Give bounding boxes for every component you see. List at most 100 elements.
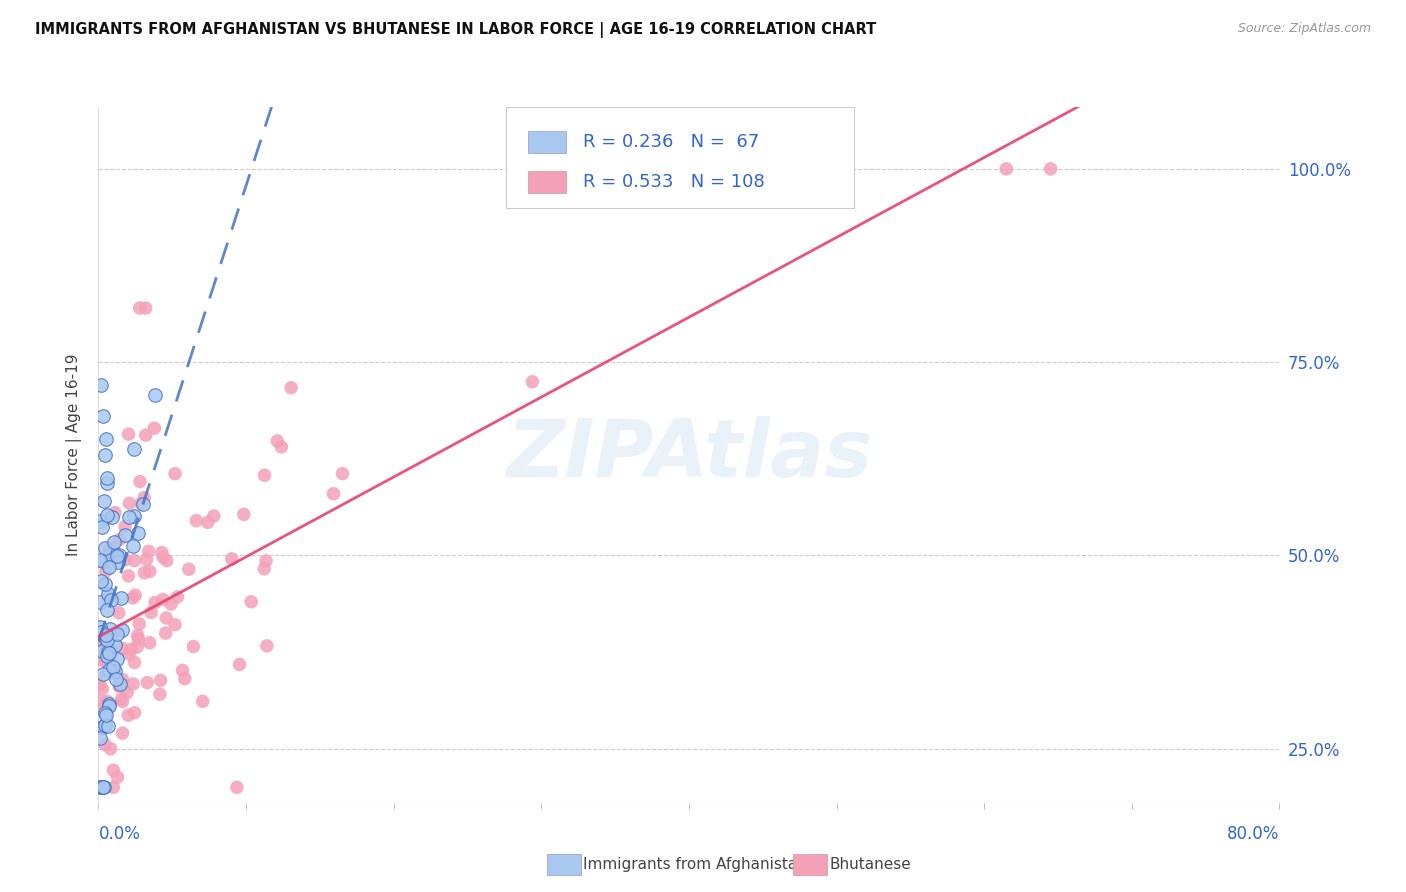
Point bbox=[110, 591, 132, 606]
Point bbox=[105, 652, 128, 666]
Point bbox=[108, 548, 131, 562]
Point bbox=[104, 639, 127, 653]
Point bbox=[139, 606, 162, 620]
Point bbox=[98, 663, 121, 677]
Point bbox=[160, 597, 183, 611]
Point bbox=[91, 720, 114, 734]
Point bbox=[91, 681, 114, 696]
Point bbox=[90, 520, 112, 534]
Point bbox=[221, 551, 243, 566]
Point bbox=[127, 640, 149, 654]
Point bbox=[226, 780, 249, 795]
Point bbox=[280, 381, 302, 395]
Point bbox=[120, 642, 142, 657]
Point bbox=[177, 562, 200, 576]
Text: 80.0%: 80.0% bbox=[1227, 825, 1279, 843]
Point bbox=[111, 641, 134, 656]
Point bbox=[98, 622, 121, 636]
Point bbox=[134, 491, 156, 505]
Point bbox=[103, 763, 125, 777]
Point bbox=[94, 433, 117, 447]
Point bbox=[124, 706, 146, 720]
Point bbox=[121, 591, 143, 605]
Point bbox=[128, 616, 150, 631]
Point bbox=[90, 574, 112, 588]
Point bbox=[256, 639, 278, 653]
Point bbox=[124, 588, 146, 602]
Point bbox=[105, 549, 128, 564]
Point bbox=[135, 428, 157, 442]
Point bbox=[143, 595, 166, 609]
Point bbox=[89, 595, 111, 609]
FancyBboxPatch shape bbox=[506, 107, 855, 208]
Point bbox=[96, 648, 118, 663]
Point bbox=[202, 509, 225, 524]
Point bbox=[266, 434, 288, 448]
FancyBboxPatch shape bbox=[529, 170, 567, 193]
Point bbox=[172, 663, 194, 677]
Point bbox=[114, 519, 136, 533]
Point bbox=[254, 554, 277, 568]
Point bbox=[103, 660, 125, 674]
Point bbox=[129, 496, 152, 510]
Point bbox=[127, 632, 149, 646]
Point bbox=[89, 514, 111, 528]
Point bbox=[104, 664, 127, 678]
Point bbox=[96, 476, 118, 491]
Point bbox=[122, 442, 145, 456]
Point bbox=[94, 706, 117, 721]
Point bbox=[127, 525, 149, 540]
Point bbox=[96, 512, 118, 526]
Point bbox=[103, 666, 125, 681]
Point bbox=[94, 541, 117, 556]
Point bbox=[149, 673, 172, 688]
Point bbox=[108, 680, 131, 694]
Point bbox=[122, 509, 145, 524]
Point bbox=[191, 694, 214, 708]
Point bbox=[135, 552, 157, 566]
Point bbox=[163, 617, 186, 632]
Point bbox=[197, 516, 219, 530]
Point bbox=[139, 564, 162, 578]
Point bbox=[97, 698, 120, 713]
Point bbox=[89, 678, 111, 692]
Point bbox=[103, 780, 125, 795]
Point bbox=[94, 738, 117, 752]
Y-axis label: In Labor Force | Age 16-19: In Labor Force | Age 16-19 bbox=[66, 353, 83, 557]
Point bbox=[108, 676, 131, 690]
Point bbox=[131, 497, 153, 511]
Point bbox=[165, 467, 187, 481]
Point bbox=[90, 653, 112, 667]
Point bbox=[104, 506, 127, 520]
Point bbox=[183, 640, 205, 654]
Point bbox=[186, 514, 208, 528]
Point bbox=[89, 672, 111, 686]
Point bbox=[228, 657, 250, 672]
Point bbox=[94, 448, 117, 462]
Point bbox=[253, 562, 276, 576]
Point bbox=[89, 780, 111, 795]
Point bbox=[104, 549, 127, 563]
Point bbox=[322, 487, 344, 501]
Point bbox=[118, 496, 141, 510]
FancyBboxPatch shape bbox=[529, 131, 567, 153]
Point bbox=[117, 569, 139, 583]
Point bbox=[89, 721, 111, 735]
Point bbox=[1039, 161, 1062, 176]
Point bbox=[114, 552, 136, 566]
Point bbox=[108, 533, 131, 547]
Point bbox=[91, 780, 114, 795]
Point bbox=[91, 639, 114, 653]
Point bbox=[118, 647, 141, 661]
Point bbox=[97, 697, 120, 711]
Point bbox=[124, 553, 146, 567]
Point bbox=[93, 634, 115, 648]
Point bbox=[114, 528, 136, 542]
Point bbox=[270, 440, 292, 454]
Point bbox=[107, 555, 129, 569]
Point bbox=[96, 694, 118, 708]
Point bbox=[138, 544, 160, 558]
Point bbox=[96, 707, 118, 722]
Point bbox=[128, 301, 150, 315]
Point bbox=[115, 685, 138, 699]
